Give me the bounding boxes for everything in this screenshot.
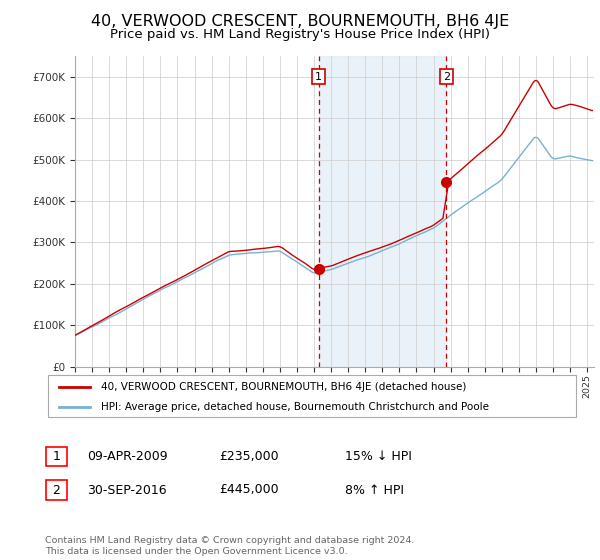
FancyBboxPatch shape <box>48 375 576 417</box>
Text: £445,000: £445,000 <box>219 483 278 497</box>
FancyBboxPatch shape <box>46 480 67 500</box>
Text: £235,000: £235,000 <box>219 450 278 463</box>
Text: 2: 2 <box>52 483 61 497</box>
Text: 8% ↑ HPI: 8% ↑ HPI <box>345 483 404 497</box>
Bar <box>319 56 446 367</box>
Text: 1: 1 <box>52 450 61 463</box>
Text: 15% ↓ HPI: 15% ↓ HPI <box>345 450 412 463</box>
Text: 09-APR-2009: 09-APR-2009 <box>87 450 167 463</box>
Text: Price paid vs. HM Land Registry's House Price Index (HPI): Price paid vs. HM Land Registry's House … <box>110 28 490 41</box>
Text: Contains HM Land Registry data © Crown copyright and database right 2024.
This d: Contains HM Land Registry data © Crown c… <box>45 536 415 556</box>
Text: HPI: Average price, detached house, Bournemouth Christchurch and Poole: HPI: Average price, detached house, Bour… <box>101 402 489 412</box>
Text: 2: 2 <box>443 72 450 82</box>
Text: 1: 1 <box>315 72 322 82</box>
Text: 40, VERWOOD CRESCENT, BOURNEMOUTH, BH6 4JE: 40, VERWOOD CRESCENT, BOURNEMOUTH, BH6 4… <box>91 14 509 29</box>
FancyBboxPatch shape <box>46 447 67 466</box>
Text: 30-SEP-2016: 30-SEP-2016 <box>87 483 167 497</box>
Text: 40, VERWOOD CRESCENT, BOURNEMOUTH, BH6 4JE (detached house): 40, VERWOOD CRESCENT, BOURNEMOUTH, BH6 4… <box>101 382 466 392</box>
